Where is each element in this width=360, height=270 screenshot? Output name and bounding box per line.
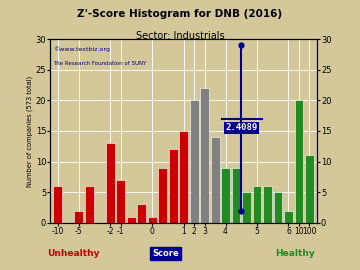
Bar <box>179 131 188 223</box>
Bar <box>190 100 199 223</box>
Y-axis label: Number of companies (573 total): Number of companies (573 total) <box>26 75 33 187</box>
Bar <box>116 180 125 223</box>
Text: ©www.textbiz.org: ©www.textbiz.org <box>53 46 110 52</box>
Bar <box>53 186 62 223</box>
Text: Sector: Industrials: Sector: Industrials <box>136 31 224 41</box>
Bar <box>211 137 220 223</box>
Text: 2.4089: 2.4089 <box>226 123 258 132</box>
Text: Unhealthy: Unhealthy <box>47 249 99 258</box>
Bar <box>168 149 177 223</box>
Bar <box>242 192 251 223</box>
Bar <box>221 168 230 223</box>
Bar <box>137 204 146 223</box>
Bar <box>158 168 167 223</box>
Bar <box>148 217 157 223</box>
Bar <box>106 143 114 223</box>
Text: Healthy: Healthy <box>275 249 315 258</box>
Text: Z'-Score Histogram for DNB (2016): Z'-Score Histogram for DNB (2016) <box>77 9 283 19</box>
Text: Score: Score <box>152 249 179 258</box>
Bar <box>284 211 293 223</box>
Bar <box>274 192 283 223</box>
Bar <box>200 88 209 223</box>
Bar <box>231 168 240 223</box>
Bar <box>74 211 83 223</box>
Bar <box>85 186 94 223</box>
Bar <box>263 186 272 223</box>
Bar <box>305 156 314 223</box>
Bar <box>294 100 303 223</box>
Bar <box>253 186 261 223</box>
Bar <box>127 217 136 223</box>
Text: The Research Foundation of SUNY: The Research Foundation of SUNY <box>53 61 147 66</box>
